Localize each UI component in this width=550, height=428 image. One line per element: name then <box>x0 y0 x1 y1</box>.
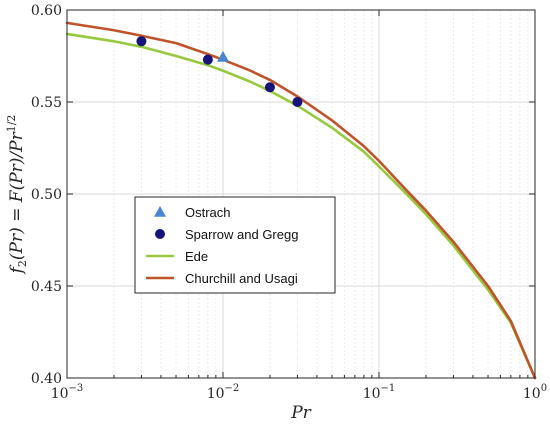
x-tick-label: 100 <box>523 383 547 402</box>
legend-swatch-sparrow-and-gregg <box>155 229 165 239</box>
ticks: 10−3 10−2 10−1 100 0.40 0.45 0.50 0.55 0.60 <box>31 3 547 402</box>
y-tick-label: 0.45 <box>31 279 62 295</box>
legend-swatch-ostrach <box>154 206 166 217</box>
x-tick-label: 10−1 <box>363 383 396 402</box>
legend-label-sparrow-and-gregg: Sparrow and Gregg <box>185 227 298 242</box>
y-axis-label: f2(Pr) = F(Pr)/Pr1/2 <box>5 115 29 276</box>
legend: Ostrach Sparrow and Gregg Ede Churchill and… <box>134 196 336 294</box>
legend-label-churchill-and-usagi: Churchill and Usagi <box>185 271 298 286</box>
data-point-ostrach <box>217 50 229 62</box>
y-axis-label-sub: 2 <box>16 260 29 267</box>
y-axis-label-sup: 1/2 <box>5 115 18 133</box>
legend-label-ostrach: Ostrach <box>185 205 231 220</box>
legend-label-ede: Ede <box>185 249 208 264</box>
data-point-sparrow-and-gregg <box>292 97 303 107</box>
y-tick-label: 0.60 <box>31 3 62 19</box>
x-tick-label: 10−2 <box>207 383 240 402</box>
data-point-sparrow-and-gregg <box>264 82 275 93</box>
data-point-sparrow-and-gregg <box>202 54 213 65</box>
series-line-ede <box>65 32 537 380</box>
y-axis-label-arg: (Pr) = F(Pr)/Pr <box>7 131 27 260</box>
y-tick-label: 0.55 <box>31 95 62 111</box>
y-axis-label-f: f <box>7 264 27 275</box>
x-axis-label: Pr <box>290 403 311 423</box>
series-line-churchill-and-usagi <box>65 21 537 380</box>
series-layer <box>65 21 537 380</box>
y-tick-label: 0.40 <box>31 371 62 387</box>
data-point-sparrow-and-gregg <box>136 36 147 47</box>
y-tick-label: 0.50 <box>31 187 62 203</box>
x-tick-label: 10−3 <box>51 383 84 402</box>
